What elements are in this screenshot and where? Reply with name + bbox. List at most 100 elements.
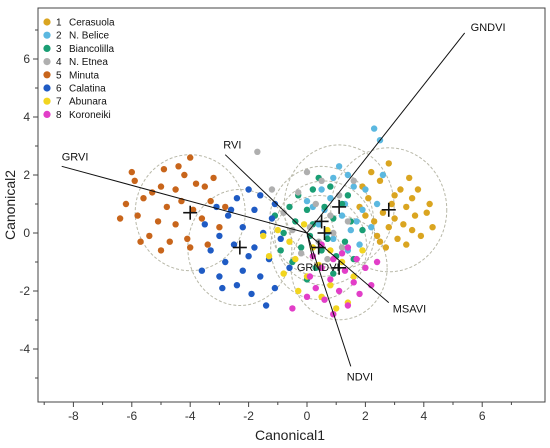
point-6-24 <box>248 290 255 298</box>
point-5-10 <box>140 195 147 202</box>
point-2-14 <box>347 226 354 234</box>
legend-label-7: Abunara <box>69 97 107 108</box>
x-tick-label: 6 <box>479 409 486 423</box>
legend-label-2: N. Belice <box>69 31 109 42</box>
legend: 1 Cerasuola 2 N. Belice 3 Biancolilla 4 N. Etne… <box>43 18 115 121</box>
point-6-3 <box>233 195 241 202</box>
point-3-20 <box>330 270 337 277</box>
point-5-29 <box>184 235 191 242</box>
point-1-23 <box>362 212 369 219</box>
vector-rvi <box>224 154 308 234</box>
point-3-4 <box>303 206 311 213</box>
point-3-23 <box>359 226 366 234</box>
point-6-26 <box>198 267 206 274</box>
x-tick-label: 0 <box>304 409 311 423</box>
point-1-12 <box>408 226 416 234</box>
point-8-19 <box>303 293 311 300</box>
vector-label-rvi: RVI <box>223 140 241 152</box>
point-4-9 <box>306 224 314 231</box>
point-1-14 <box>394 235 401 242</box>
x-tick-label: 4 <box>420 409 427 423</box>
ellipse-1 <box>330 147 448 273</box>
x-tick-label: -4 <box>185 409 196 423</box>
point-6-29 <box>227 206 235 213</box>
point-2-12 <box>315 221 322 228</box>
point-5-0 <box>128 168 135 176</box>
point-7-15 <box>359 247 366 254</box>
point-6-7 <box>268 215 276 222</box>
point-3-26 <box>344 192 352 199</box>
point-5-6 <box>201 183 208 190</box>
point-8-13 <box>356 290 363 298</box>
point-4-0 <box>254 148 261 155</box>
point-5-25 <box>204 241 211 248</box>
point-6-19 <box>257 273 264 280</box>
legend-swatch-4 <box>43 58 51 66</box>
point-5-4 <box>157 183 165 190</box>
point-6-17 <box>222 258 229 266</box>
point-2-2 <box>344 171 352 179</box>
point-6-27 <box>277 235 284 242</box>
point-3-14 <box>341 238 349 245</box>
vector-label-ndvi: NDVI <box>347 371 373 383</box>
point-8-5 <box>318 264 325 271</box>
point-8-8 <box>306 273 314 280</box>
point-5-15 <box>172 221 179 228</box>
point-5-17 <box>146 232 153 240</box>
point-8-3 <box>330 255 337 263</box>
legend-label-5: Minuta <box>69 70 99 81</box>
point-7-0 <box>274 226 281 234</box>
point-3-25 <box>277 247 284 254</box>
point-6-15 <box>245 253 252 260</box>
legend-id-5: 5 <box>56 70 62 81</box>
point-2-5 <box>362 186 369 193</box>
point-7-1 <box>286 238 293 245</box>
point-7-19 <box>333 305 340 312</box>
point-7-16 <box>300 221 308 228</box>
point-5-19 <box>187 244 194 251</box>
point-2-10 <box>338 212 346 219</box>
point-1-8 <box>411 212 419 219</box>
vector-grvi <box>61 165 308 234</box>
x-tick-label: 2 <box>362 409 369 423</box>
point-6-13 <box>251 244 258 251</box>
point-3-6 <box>338 200 346 208</box>
point-1-20 <box>368 168 375 176</box>
point-4-16 <box>350 177 357 184</box>
point-1-28 <box>385 160 392 167</box>
point-5-9 <box>207 197 214 205</box>
point-2-16 <box>356 241 363 248</box>
point-5-31 <box>131 177 138 184</box>
point-8-16 <box>289 305 296 312</box>
point-5-26 <box>122 200 130 208</box>
point-7-4 <box>292 255 299 263</box>
legend-id-6: 6 <box>56 84 62 95</box>
point-1-7 <box>391 215 398 222</box>
point-6-6 <box>224 212 232 219</box>
point-2-11 <box>353 218 360 225</box>
point-5-24 <box>137 238 144 245</box>
point-1-0 <box>376 177 384 184</box>
point-8-9 <box>327 276 334 283</box>
point-8-15 <box>344 302 352 309</box>
point-3-15 <box>297 244 305 251</box>
point-8-10 <box>350 279 357 286</box>
point-6-1 <box>257 192 264 199</box>
point-6-22 <box>271 284 279 292</box>
point-5-22 <box>157 247 165 254</box>
y-tick-label: 0 <box>23 226 30 240</box>
point-7-9 <box>327 282 334 289</box>
point-2-8 <box>359 206 366 213</box>
point-1-13 <box>373 232 381 240</box>
point-1-22 <box>414 186 422 193</box>
legend-label-6: Calatina <box>69 84 106 95</box>
point-7-10 <box>350 273 357 280</box>
point-8-20 <box>338 250 346 257</box>
point-1-2 <box>408 195 416 202</box>
point-4-15 <box>324 255 331 263</box>
point-1-19 <box>406 174 413 182</box>
point-6-5 <box>251 206 258 213</box>
point-6-12 <box>230 241 238 248</box>
x-tick-label: -8 <box>68 409 79 423</box>
